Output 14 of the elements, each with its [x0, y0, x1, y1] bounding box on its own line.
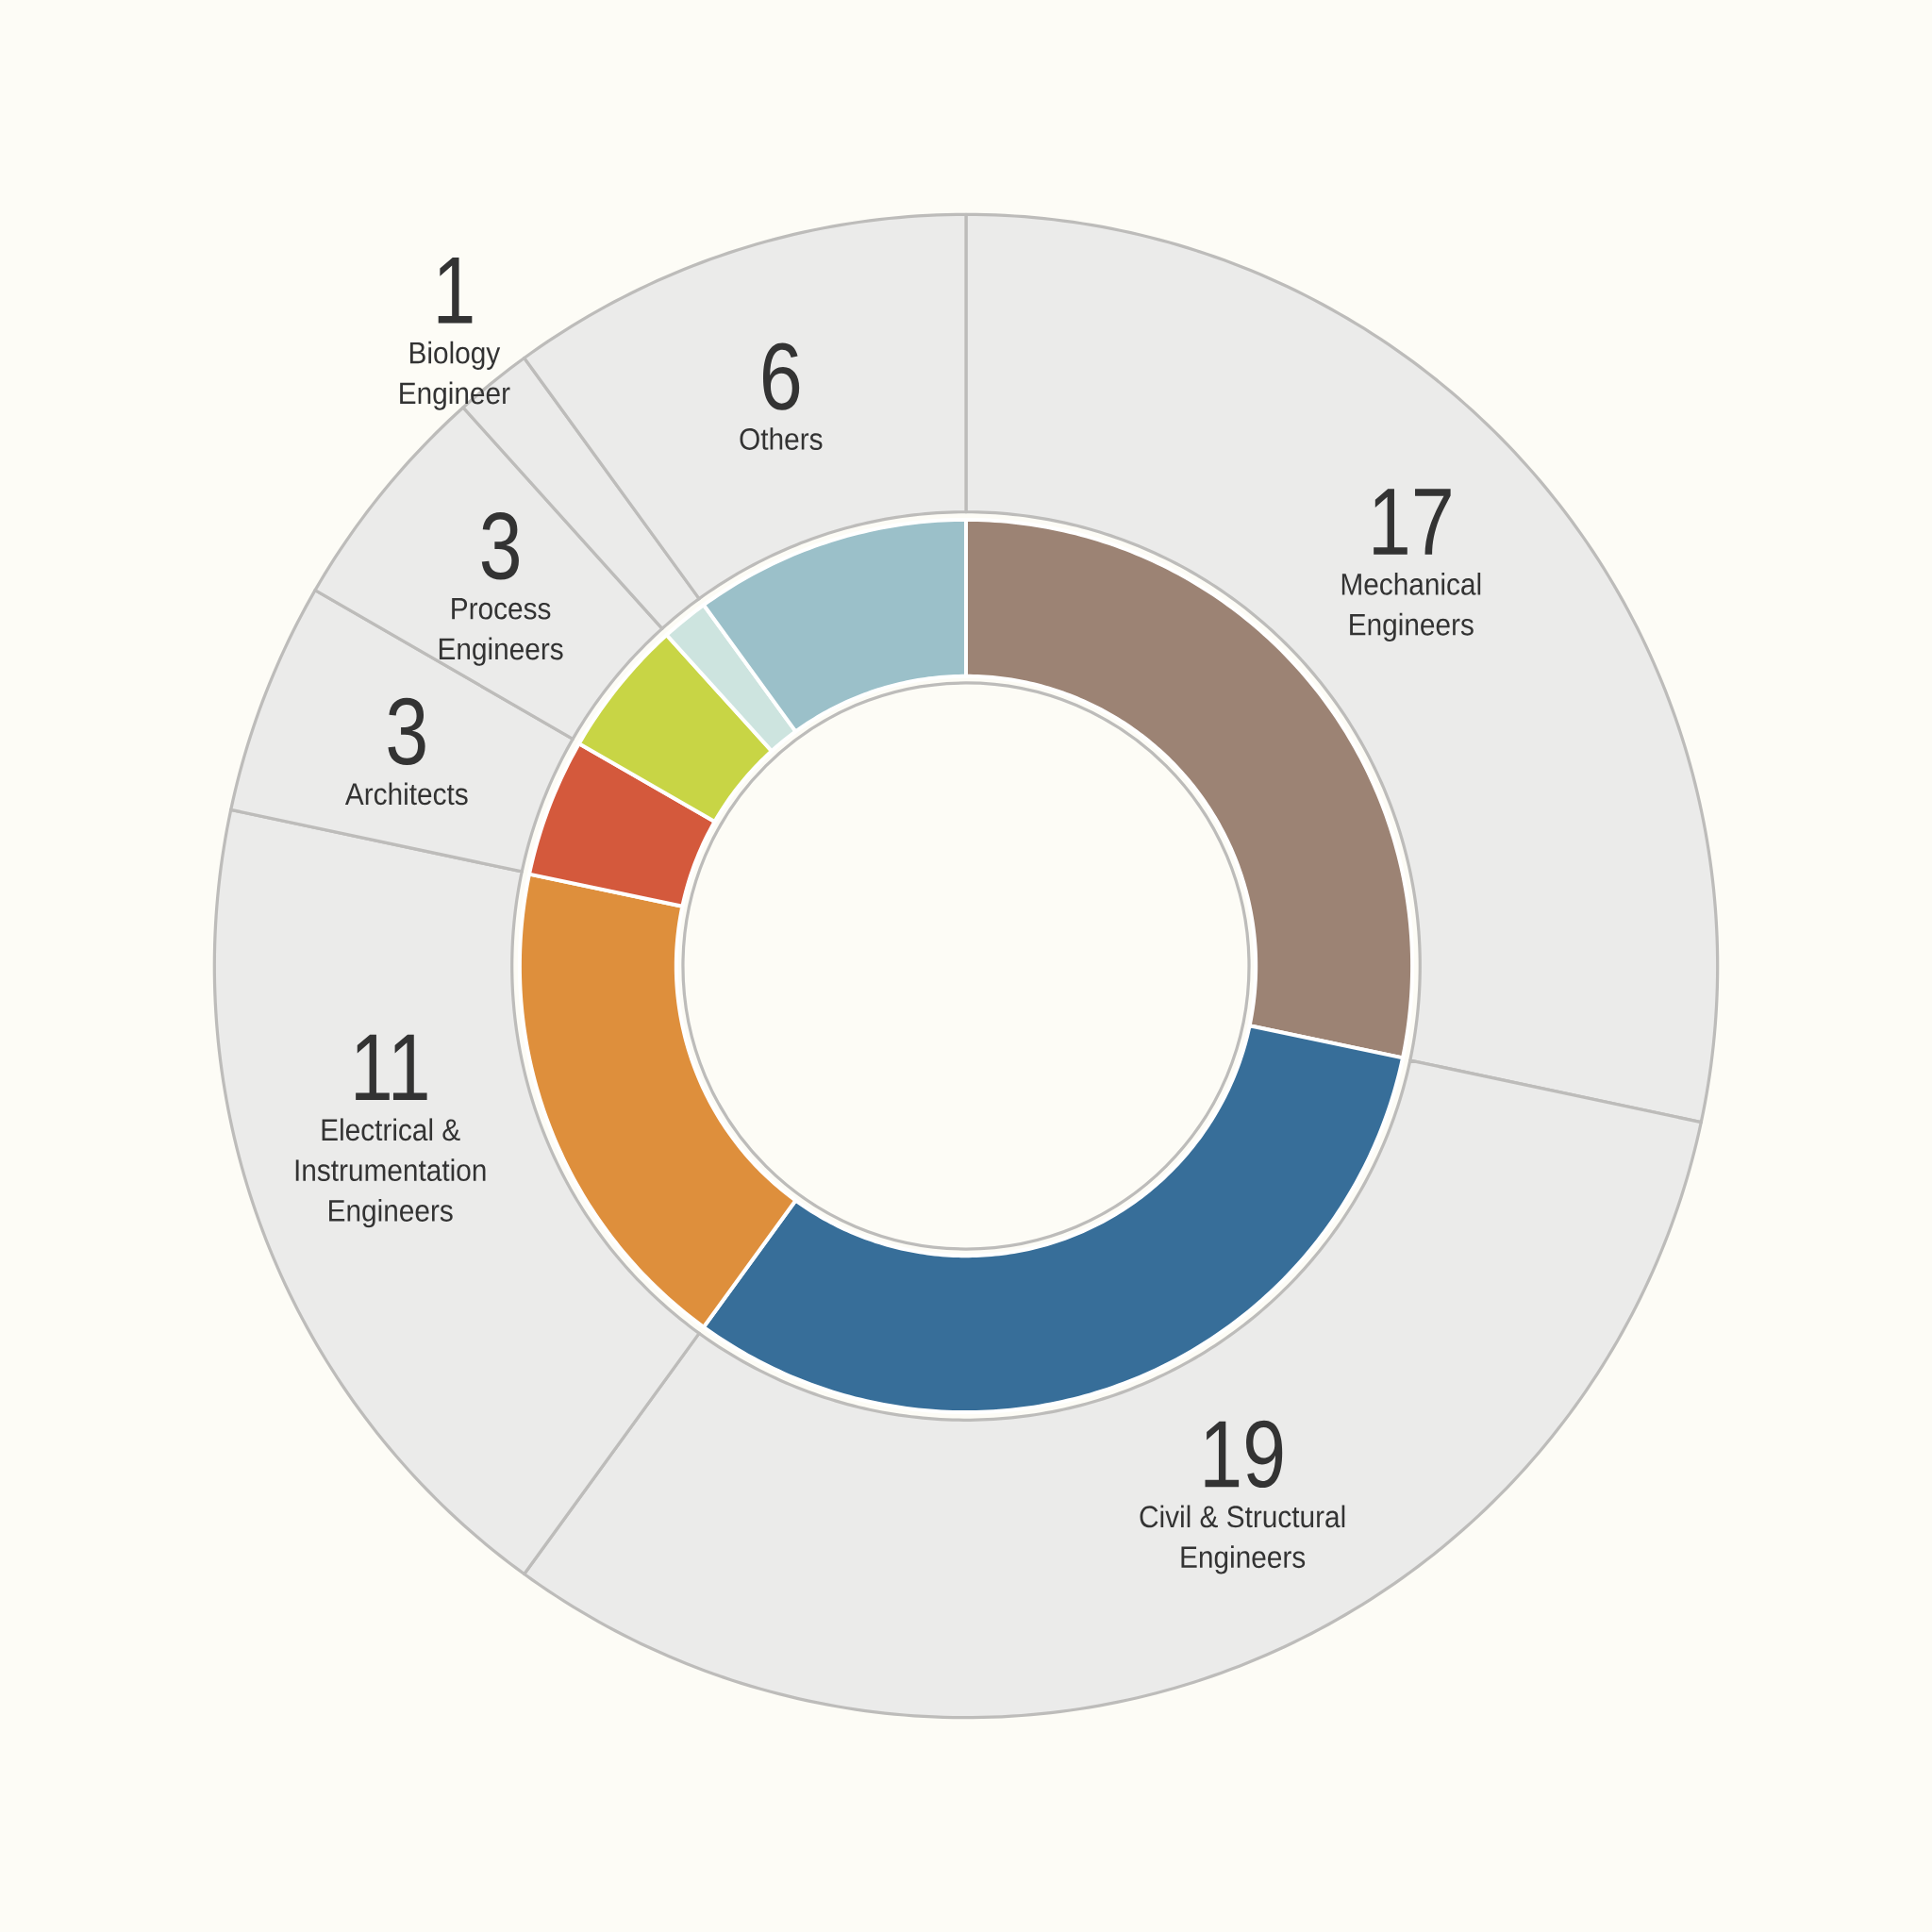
slice-label: Biology Engineer: [400, 341, 510, 410]
data-label: 11: [356, 1034, 427, 1101]
slice-label: Electrical & Instrumentation Engineers: [295, 1118, 486, 1228]
data-label: 3: [388, 697, 425, 766]
slice-label: Process Engineers: [439, 597, 563, 666]
slice-label: Mechanical Engineers: [1341, 573, 1481, 642]
data-label: 3: [481, 512, 519, 580]
data-label: 17: [1374, 489, 1451, 555]
data-label: 1: [438, 258, 473, 324]
slice-label: Civil & Structural Engineers: [1140, 1505, 1345, 1574]
data-label: 19: [1205, 1420, 1283, 1489]
data-label: 6: [763, 342, 800, 410]
slice-label: Architects: [344, 782, 468, 806]
slice-label: Others: [740, 427, 823, 450]
